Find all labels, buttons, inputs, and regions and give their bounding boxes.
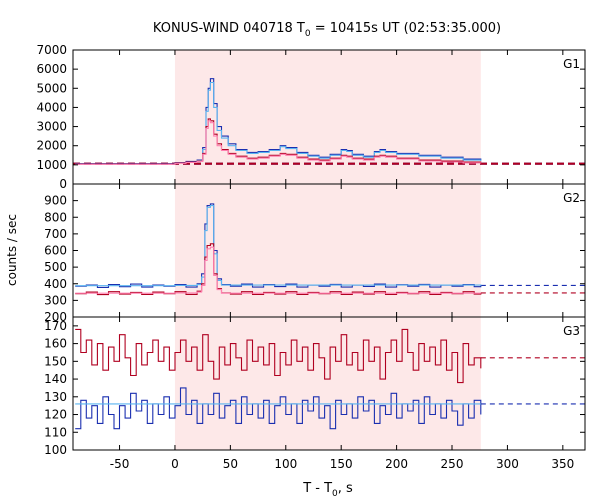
x-tick-label: -50 — [110, 457, 130, 471]
x-axis-label: T - T0, s — [302, 481, 353, 499]
x-axis-label-suffix: , s — [338, 481, 353, 496]
y-tick-label: 140 — [44, 372, 67, 386]
panel-label: G1 — [563, 57, 580, 71]
y-tick-label: 150 — [44, 354, 67, 368]
y-tick-label: 700 — [44, 227, 67, 241]
series-low-res — [75, 118, 482, 165]
y-tick-label: 3000 — [36, 120, 67, 134]
y-tick-label: 300 — [44, 293, 67, 307]
series-lightblue — [75, 205, 482, 287]
series-high-res — [75, 78, 482, 165]
series-low-res-detail — [75, 120, 482, 165]
y-tick-label: 4000 — [36, 100, 67, 114]
y-tick-label: 900 — [44, 194, 67, 208]
x-tick-label: 50 — [223, 457, 238, 471]
panel-g1: 0 1000 2000 3000 4000 5000 6000 7000 G1 — [36, 43, 586, 191]
x-tick-label: 200 — [385, 457, 408, 471]
shaded-interval — [174, 184, 481, 317]
panel-g3: 100 110 120 130 140 150 160 170 G3 — [44, 316, 586, 457]
y-tick-label: 1000 — [36, 158, 67, 172]
y-tick-label: 130 — [44, 390, 67, 404]
panel-label: G3 — [563, 324, 580, 338]
y-tick-label: 7000 — [36, 43, 67, 57]
x-axis-label-prefix: T - T — [302, 481, 332, 496]
y-tick-label: 5000 — [36, 81, 67, 95]
x-axis-label-sub: 0 — [332, 489, 338, 499]
y-tick-label: 110 — [44, 425, 67, 439]
y-tick-label: 120 — [44, 408, 67, 422]
panel-g2: 200 300 400 500 600 700 800 900 G2 — [44, 183, 586, 324]
y-tick-label: 100 — [44, 443, 67, 457]
y-tick-label: 170 — [44, 319, 67, 333]
y-tick-label: 400 — [44, 277, 67, 291]
x-tick-label: 350 — [551, 457, 574, 471]
y-tick-label: 500 — [44, 260, 67, 274]
y-axis-label: counts / sec — [5, 214, 19, 286]
series-high-res-detail — [75, 81, 482, 165]
y-tick-label: 160 — [44, 337, 67, 351]
shaded-interval — [174, 50, 481, 184]
x-tick-label: 300 — [496, 457, 519, 471]
chart-title-prefix: KONUS-WIND 040718 T — [153, 21, 305, 36]
panel-frame — [72, 316, 586, 451]
y-tick-label: 800 — [44, 210, 67, 224]
x-tick-label: 150 — [330, 457, 353, 471]
plot-layer: 01000200030004000500060007000G1200300400… — [36, 43, 586, 471]
series-pink — [75, 246, 481, 294]
chart-title-suffix: = 10415s UT (02:53:35.000) — [311, 21, 501, 36]
y-tick-label: 200 — [44, 310, 67, 324]
chart-title: KONUS-WIND 040718 T0 = 10415s UT (02:53:… — [153, 21, 501, 39]
x-tick-label: 250 — [441, 457, 464, 471]
shaded-interval — [174, 317, 481, 450]
y-tick-label: 600 — [44, 244, 67, 258]
panel-label: G2 — [563, 191, 580, 205]
chart-title-sub: 0 — [305, 29, 311, 39]
x-tick-label: 100 — [274, 457, 297, 471]
series-blue — [75, 203, 482, 288]
x-tick-label: 0 — [171, 457, 179, 471]
y-tick-label: 0 — [59, 177, 67, 191]
y-tick-label: 6000 — [36, 62, 67, 76]
series-red — [75, 328, 482, 384]
y-tick-label: 2000 — [36, 139, 67, 153]
